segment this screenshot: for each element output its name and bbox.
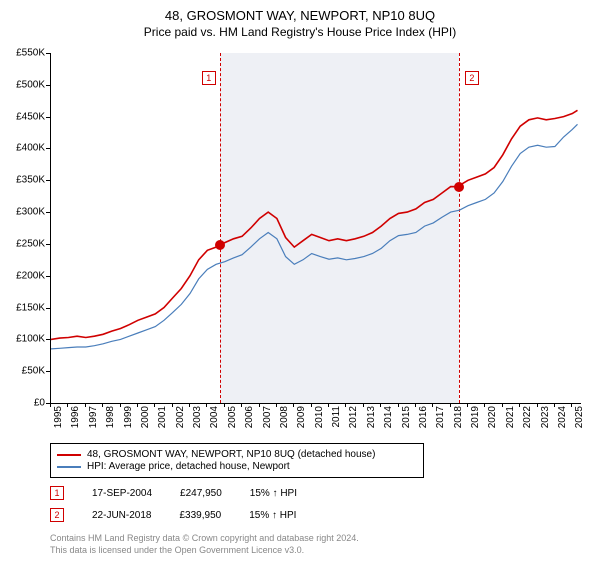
sale-date: 17-SEP-2004: [92, 488, 152, 499]
x-axis-label: 2012: [348, 406, 359, 436]
chart-plot-area: 12: [50, 53, 581, 404]
legend-swatch: [57, 454, 81, 456]
x-axis-label: 2018: [453, 406, 464, 436]
x-axis-label: 2014: [383, 406, 394, 436]
sale-price: £339,950: [179, 510, 221, 521]
sale-marker-1: 1: [50, 486, 64, 500]
footer-line-1: Contains HM Land Registry data © Crown c…: [50, 533, 359, 543]
x-axis-label: 2022: [522, 406, 533, 436]
x-axis-label: 2025: [574, 406, 585, 436]
sale-point-dot: [454, 182, 464, 192]
x-axis-label: 2024: [557, 406, 568, 436]
x-axis-label: 2020: [487, 406, 498, 436]
legend-label: HPI: Average price, detached house, Newp…: [87, 461, 290, 472]
sale-marker-2: 2: [50, 508, 64, 522]
line-chart-svg: [51, 53, 581, 403]
y-axis-label: £200K: [5, 270, 45, 281]
y-axis-label: £50K: [5, 366, 45, 377]
hpi-series-line: [51, 124, 578, 349]
x-axis-label: 2019: [470, 406, 481, 436]
y-axis-label: £550K: [5, 48, 45, 59]
sale-pct: 15% ↑ HPI: [249, 510, 296, 521]
sale-row-2: 2 22-JUN-2018 £339,950 15% ↑ HPI: [50, 508, 296, 522]
y-axis-label: £400K: [5, 143, 45, 154]
x-axis-label: 1998: [105, 406, 116, 436]
legend-swatch: [57, 466, 81, 468]
legend-item-hpi: HPI: Average price, detached house, Newp…: [57, 461, 417, 472]
legend-label: 48, GROSMONT WAY, NEWPORT, NP10 8UQ (det…: [87, 449, 375, 460]
chart-title: 48, GROSMONT WAY, NEWPORT, NP10 8UQ: [0, 8, 600, 23]
chart-subtitle: Price paid vs. HM Land Registry's House …: [0, 25, 600, 39]
y-axis-label: £350K: [5, 175, 45, 186]
y-axis-label: £150K: [5, 302, 45, 313]
x-axis-label: 1997: [88, 406, 99, 436]
y-axis-label: £100K: [5, 334, 45, 345]
y-axis-label: £250K: [5, 238, 45, 249]
y-axis-label: £450K: [5, 111, 45, 122]
x-axis-label: 2002: [175, 406, 186, 436]
sale-marker-2: 2: [465, 71, 479, 85]
x-axis-label: 2009: [296, 406, 307, 436]
legend-item-property: 48, GROSMONT WAY, NEWPORT, NP10 8UQ (det…: [57, 449, 417, 460]
x-axis-label: 2011: [331, 406, 342, 436]
y-axis-label: £500K: [5, 79, 45, 90]
sale-pct: 15% ↑ HPI: [250, 488, 297, 499]
x-axis-label: 2007: [262, 406, 273, 436]
x-axis-label: 2003: [192, 406, 203, 436]
sale-date: 22-JUN-2018: [92, 510, 151, 521]
sale-price: £247,950: [180, 488, 222, 499]
x-axis-label: 2000: [140, 406, 151, 436]
footer-line-2: This data is licensed under the Open Gov…: [50, 545, 304, 555]
x-axis-label: 2016: [418, 406, 429, 436]
x-axis-label: 2001: [157, 406, 168, 436]
x-axis-label: 1995: [53, 406, 64, 436]
x-axis-label: 2010: [314, 406, 325, 436]
x-axis-label: 2008: [279, 406, 290, 436]
property-series-line: [51, 110, 578, 339]
x-axis-label: 1999: [123, 406, 134, 436]
x-axis-label: 2004: [209, 406, 220, 436]
sale-point-dot: [215, 240, 225, 250]
x-axis-label: 2015: [401, 406, 412, 436]
x-axis-label: 2005: [227, 406, 238, 436]
x-axis-label: 2013: [366, 406, 377, 436]
y-axis-label: £0: [5, 398, 45, 409]
x-axis-label: 2006: [244, 406, 255, 436]
x-axis-label: 1996: [70, 406, 81, 436]
x-axis-label: 2021: [505, 406, 516, 436]
legend: 48, GROSMONT WAY, NEWPORT, NP10 8UQ (det…: [50, 443, 424, 478]
sale-marker-1: 1: [202, 71, 216, 85]
y-axis-label: £300K: [5, 207, 45, 218]
sale-row-1: 1 17-SEP-2004 £247,950 15% ↑ HPI: [50, 486, 297, 500]
x-axis-label: 2017: [435, 406, 446, 436]
x-axis-label: 2023: [540, 406, 551, 436]
